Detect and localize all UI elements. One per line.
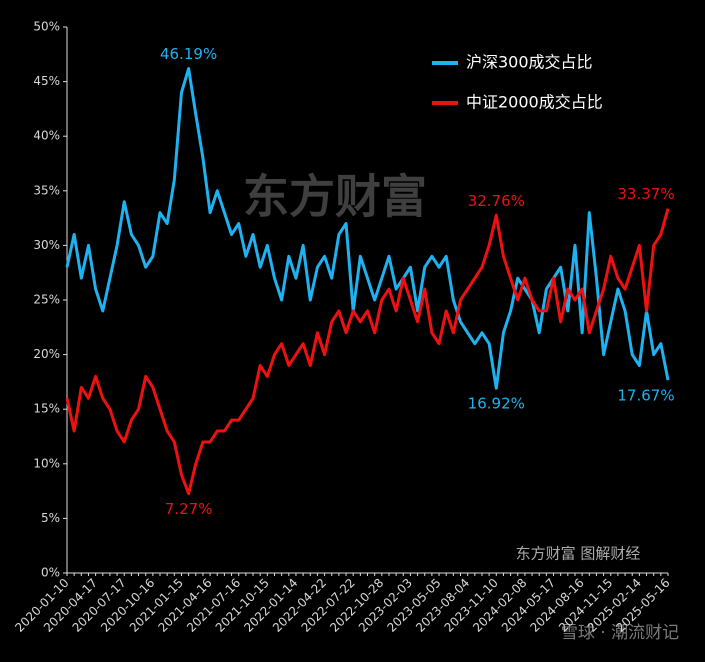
y-tick-label: 50% bbox=[33, 20, 60, 34]
y-tick-label: 25% bbox=[33, 293, 60, 307]
y-tick-label: 0% bbox=[41, 566, 60, 580]
data-label: 33.37% bbox=[617, 185, 674, 203]
data-label: 7.27% bbox=[165, 500, 213, 518]
line bbox=[65, 67, 670, 390]
y-tick-label: 45% bbox=[33, 74, 60, 88]
line bbox=[65, 208, 670, 496]
watermark: 东方财富 图解财经 bbox=[516, 545, 641, 563]
legend-label: 中证2000成交占比 bbox=[466, 93, 603, 112]
data-label: 32.76% bbox=[468, 192, 525, 210]
y-tick-label: 30% bbox=[33, 238, 60, 252]
y-tick-label: 40% bbox=[33, 129, 60, 143]
data-label: 46.19% bbox=[160, 45, 217, 63]
legend-label: 沪深300成交占比 bbox=[466, 53, 593, 72]
y-tick-label: 20% bbox=[33, 347, 60, 361]
y-tick-label: 10% bbox=[33, 456, 60, 470]
data-label: 17.67% bbox=[617, 387, 674, 405]
watermark: 东方财富 bbox=[243, 170, 427, 224]
data-label: 16.92% bbox=[468, 395, 525, 413]
y-tick-label: 5% bbox=[41, 511, 60, 525]
watermark: 雪球 · 潮流财记 bbox=[561, 623, 679, 643]
y-tick-label: 15% bbox=[33, 402, 60, 416]
y-tick-label: 35% bbox=[33, 183, 60, 197]
